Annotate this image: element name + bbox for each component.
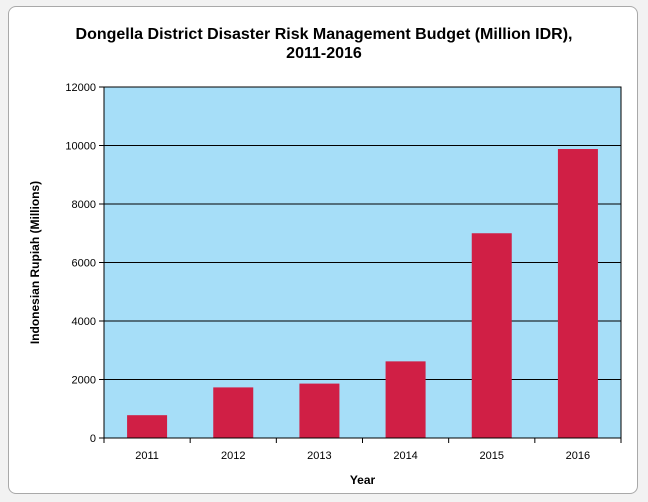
y-tick-labels: 0 2000 4000 6000 8000 10000 12000 — [65, 82, 96, 445]
x-tick-label: 2014 — [393, 450, 417, 462]
bar-2014 — [385, 361, 426, 438]
y-tick-label: 12000 — [65, 82, 96, 94]
y-tick-label: 0 — [90, 433, 96, 445]
bar-2013 — [299, 383, 340, 438]
chart-title-line1: Dongella District Disaster Risk Manageme… — [75, 26, 573, 43]
y-tick-label: 2000 — [72, 375, 96, 387]
x-tick-label: 2013 — [307, 450, 331, 462]
x-axis-label: Year — [350, 473, 376, 487]
bar-2015 — [471, 233, 512, 438]
x-tick-label: 2011 — [135, 450, 159, 462]
bar-2016 — [557, 149, 598, 438]
chart-title-line2: 2011-2016 — [286, 45, 362, 62]
y-tick-label: 4000 — [72, 316, 96, 328]
plot-border — [103, 86, 622, 439]
y-tick-label: 6000 — [72, 258, 96, 270]
x-tick-label: 2016 — [566, 450, 590, 462]
x-tick-label: 2012 — [221, 450, 245, 462]
axes — [99, 86, 622, 443]
y-tick-label: 10000 — [65, 141, 96, 153]
bar-2011 — [127, 415, 168, 438]
bars — [127, 149, 598, 438]
x-tick-label: 2015 — [480, 450, 504, 462]
y-axis-label: Indonesian Rupiah (Millions) — [28, 181, 42, 344]
x-tick-labels: 2011 2012 2013 2014 2015 2016 — [135, 450, 590, 462]
bar-2012 — [213, 387, 254, 438]
y-tick-label: 8000 — [72, 199, 96, 211]
